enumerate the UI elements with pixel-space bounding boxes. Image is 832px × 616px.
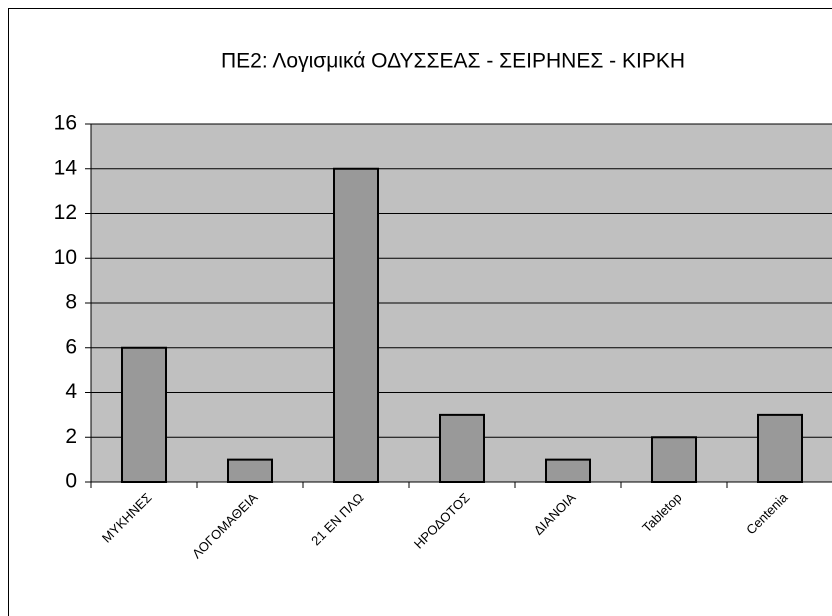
y-tick-label: 6 [65,335,77,358]
y-tick-label: 14 [54,156,78,179]
chart-title: ΠΕ2: Λογισμικά ΟΔΥΣΣΕΑΣ - ΣΕΙΡΗΝΕΣ - ΚΙΡ… [221,50,685,73]
bar [439,413,485,483]
bar [651,436,697,483]
y-tick-label: 10 [54,246,77,269]
bar [227,458,273,483]
bar [545,458,591,483]
bar [757,413,803,483]
y-tick-label: 12 [54,201,77,224]
y-tick-label: 0 [65,470,77,493]
bar [121,346,167,483]
bar [333,167,379,483]
y-tick-label: 8 [65,291,77,314]
y-tick-label: 16 [54,112,77,135]
y-tick-label: 4 [65,380,77,403]
y-tick-label: 2 [65,425,77,448]
